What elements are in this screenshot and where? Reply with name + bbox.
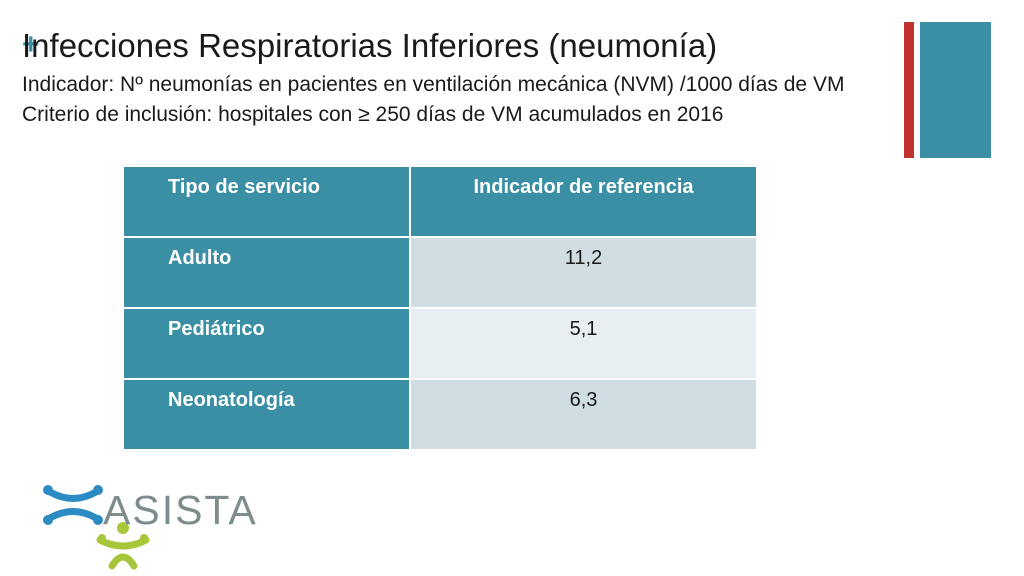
service-label: Neonatología (168, 389, 295, 411)
header-indicator: Indicador de referencia (409, 165, 758, 238)
value-cell: 11,2 (409, 236, 758, 309)
indicator-value: 5,1 (569, 318, 598, 340)
table-row: Pediátrico 5,1 (122, 307, 758, 380)
service-cell: Neonatología (122, 378, 411, 451)
value-cell: 5,1 (409, 307, 758, 380)
plus-icon: + (22, 28, 40, 61)
asista-logo-icon (43, 485, 150, 570)
indicator-value: 11,2 (564, 247, 603, 269)
header-indicator-label: Indicador de referencia (473, 176, 694, 198)
table-header-row: Tipo de servicio Indicador de referencia (122, 165, 758, 238)
indicator-text: Indicador: Nº neumonías en pacientes en … (22, 73, 845, 96)
service-cell: Adulto (122, 236, 411, 309)
service-cell: Pediátrico (122, 307, 411, 380)
logo-wordmark: ASISTA (103, 487, 258, 533)
accent-bar-teal (920, 22, 991, 158)
table-row: Neonatología 6,3 (122, 378, 758, 451)
indicator-value: 6,3 (569, 389, 598, 411)
value-cell: 6,3 (409, 378, 758, 451)
accent-bar-red (904, 22, 914, 158)
criterion-text: Criterio de inclusión: hospitales con ≥ … (22, 103, 724, 126)
reference-table: Tipo de servicio Indicador de referencia… (122, 165, 758, 451)
service-label: Adulto (168, 247, 232, 269)
service-label: Pediátrico (168, 318, 265, 340)
slide-title: Infecciones Respiratorias Inferiores (ne… (22, 27, 718, 64)
table-row: Adulto 11,2 (122, 236, 758, 309)
header-service: Tipo de servicio (122, 165, 411, 238)
header-service-label: Tipo de servicio (168, 176, 320, 198)
